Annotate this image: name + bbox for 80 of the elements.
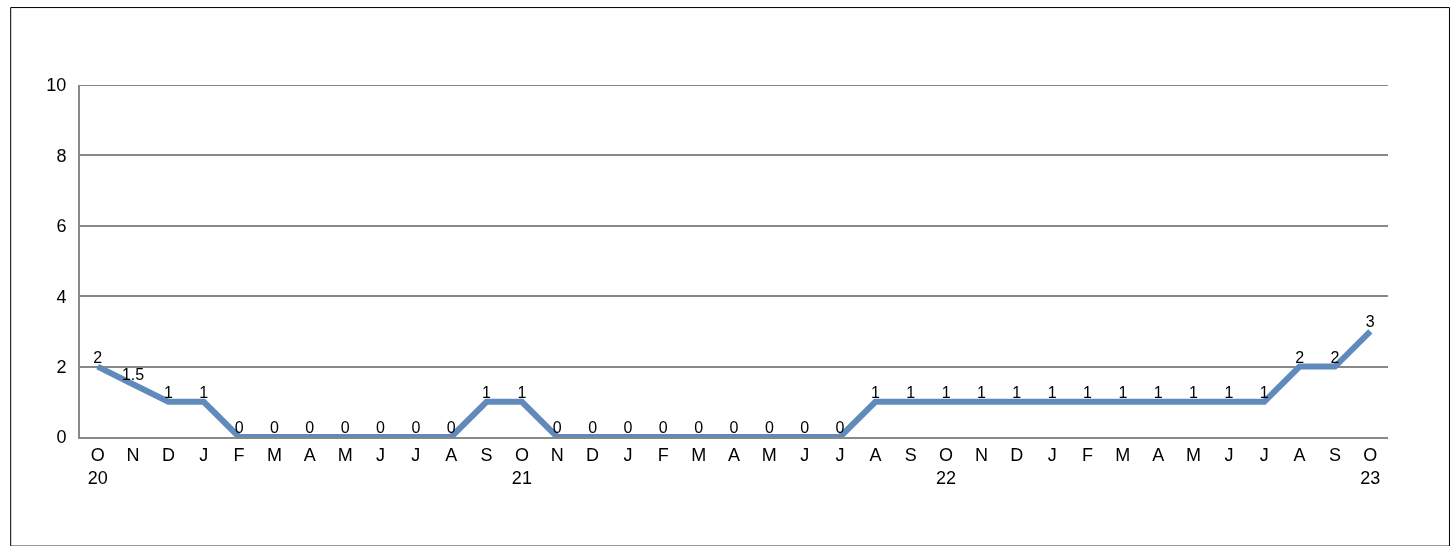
x-tick-label: F	[657, 444, 669, 465]
data-label: 1	[163, 383, 173, 401]
y-tick-label: 2	[56, 356, 67, 377]
x-tick-label: F	[1082, 444, 1094, 465]
data-label: 0	[694, 419, 704, 436]
x-tick-label: J	[1259, 444, 1269, 465]
data-label: 0	[552, 419, 562, 436]
data-label: 1	[906, 383, 916, 401]
x-tick-label: N	[974, 444, 988, 465]
data-label: 0	[800, 419, 810, 436]
y-tick-label: 0	[56, 427, 67, 448]
x-tick-label: D	[1010, 444, 1024, 465]
data-label: 0	[729, 419, 739, 436]
data-label: 0	[305, 419, 315, 436]
data-label: 1	[1224, 383, 1234, 401]
data-label: 1	[1118, 383, 1128, 401]
x-tick-label: J	[623, 444, 633, 465]
data-label: 0	[234, 419, 244, 436]
y-tick-label: 6	[56, 216, 67, 237]
data-label: 2	[1295, 348, 1305, 366]
y-tick-label: 10	[46, 75, 67, 96]
x-tick-label: J	[1047, 444, 1057, 465]
data-label: 0	[411, 419, 421, 436]
data-label: 1	[977, 383, 987, 401]
x-tick-label: J	[800, 444, 810, 465]
data-label: 1	[1047, 383, 1057, 401]
x-tick-label: N	[550, 444, 564, 465]
data-label: 1	[870, 383, 880, 401]
y-tick-label: 8	[56, 145, 67, 166]
x-tick-label: J	[375, 444, 385, 465]
data-label: 1	[1189, 383, 1199, 401]
data-label: 0	[623, 419, 633, 436]
data-label: 0	[835, 419, 845, 436]
x-tick-label: A	[303, 444, 316, 465]
x-tick-label: S	[904, 444, 917, 465]
x-tick-label: A	[1293, 444, 1306, 465]
x-tick-label: O 21	[511, 444, 532, 488]
data-label: 1	[1083, 383, 1093, 401]
data-label: 1	[1259, 383, 1269, 401]
data-label: 0	[269, 419, 279, 436]
x-tick-label: M	[266, 444, 282, 465]
x-tick-label: D	[161, 444, 175, 465]
data-label: 1	[1012, 383, 1022, 401]
x-tick-label: A	[869, 444, 882, 465]
data-label: 0	[658, 419, 668, 436]
x-tick-label: O 22	[936, 444, 957, 488]
x-tick-label: J	[835, 444, 845, 465]
data-label: 2	[1330, 348, 1340, 366]
data-label: 0	[446, 419, 456, 436]
x-tick-label: M	[1115, 444, 1131, 465]
x-tick-label: S	[480, 444, 493, 465]
data-label: 3	[1365, 313, 1375, 331]
x-tick-label: M	[691, 444, 707, 465]
data-label: 0	[376, 419, 386, 436]
data-label: 1	[199, 383, 209, 401]
x-tick-label: M	[337, 444, 353, 465]
data-label: 1	[517, 383, 527, 401]
x-tick-label: J	[199, 444, 209, 465]
x-tick-label: D	[586, 444, 600, 465]
x-tick-label: S	[1328, 444, 1341, 465]
x-tick-label: O 20	[87, 444, 108, 488]
data-label: 0	[340, 419, 350, 436]
data-label: 2	[93, 348, 103, 366]
x-tick-label: A	[1152, 444, 1165, 465]
data-label: 1	[1153, 383, 1163, 401]
x-tick-label: M	[1186, 444, 1202, 465]
x-tick-label: M	[761, 444, 777, 465]
data-label: 0	[588, 419, 598, 436]
data-label: 1	[941, 383, 951, 401]
data-label: 1.5	[121, 366, 145, 384]
data-label: 0	[764, 419, 774, 436]
x-tick-label: F	[233, 444, 245, 465]
y-tick-label: 4	[56, 286, 67, 307]
x-tick-label: O 23	[1360, 444, 1381, 488]
x-tick-label: J	[1224, 444, 1234, 465]
data-label: 1	[482, 383, 492, 401]
x-tick-label: J	[411, 444, 421, 465]
x-tick-label: A	[445, 444, 458, 465]
x-tick-label: N	[126, 444, 140, 465]
x-tick-label: A	[727, 444, 741, 465]
